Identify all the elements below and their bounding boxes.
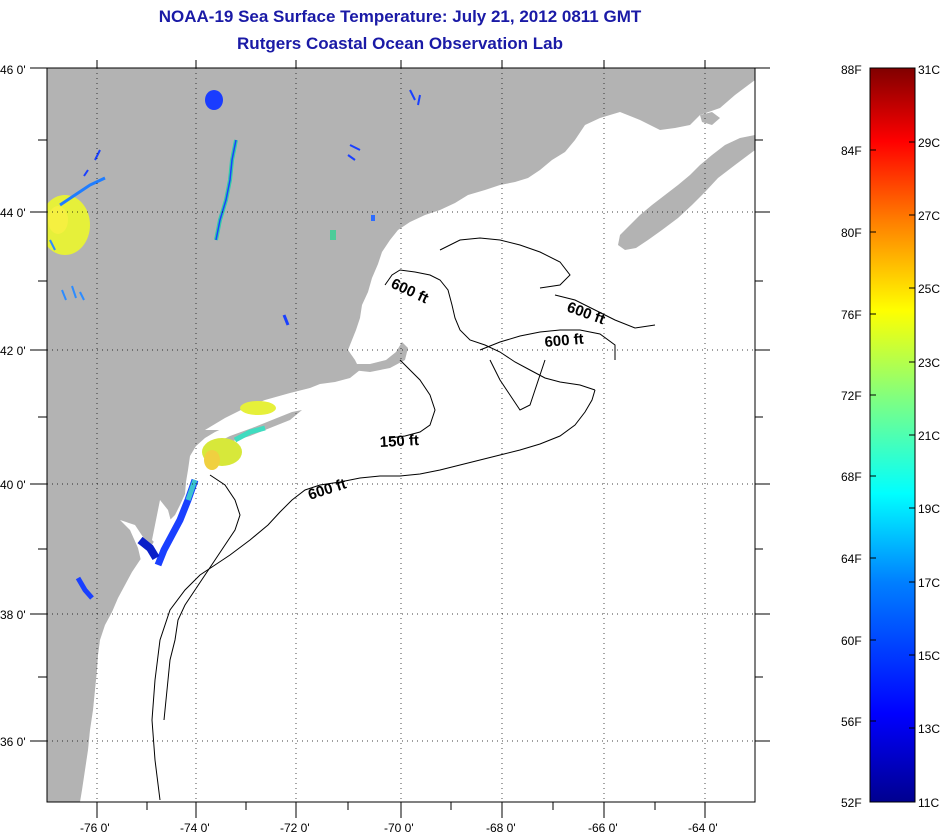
bathymetry-contours [151,237,656,801]
colorbar-c-label: 17C [918,576,940,590]
colorbar-f-label: 84F [841,144,862,158]
lon-label: -76 0' [80,821,110,835]
colorbar-c-label: 19C [918,502,940,516]
colorbar-c-label: 29C [918,136,940,150]
lat-label: 42 0' [0,344,26,358]
colorbar-f-label: 88F [841,63,862,77]
colorbar-c-label: 31C [918,63,940,77]
land-mainland [47,68,755,802]
chesapeake-bay [84,520,150,780]
colorbar-c-label: 15C [918,649,940,663]
colorbar-c-label: 25C [918,282,940,296]
lon-label: -74 0' [180,821,210,835]
colorbar-f-label: 60F [841,634,862,648]
map-title: NOAA-19 Sea Surface Temperature: July 21… [158,7,642,26]
colorbar-f-label: 72F [841,389,862,403]
colorbar-c-label: 23C [918,356,940,370]
land-nova-scotia [618,135,755,250]
colorbar-f-label: 56F [841,715,862,729]
colorbar-c-label: 27C [918,209,940,223]
lat-label: 46 0' [0,63,26,77]
colorbar [869,67,916,803]
colorbar-c-label: 21C [918,429,940,443]
colorbar-c-label: 11C [918,796,939,810]
colorbar-f-label: 68F [841,470,862,484]
graticule [47,68,755,802]
colorbar-f-label: 64F [841,552,862,566]
contour-label: 150 ft [379,432,419,451]
lat-label: 40 0' [0,478,26,492]
lon-label: -64 0' [688,821,718,835]
map-subtitle: Rutgers Coastal Ocean Observation Lab [237,34,563,53]
land-island-east [700,112,720,125]
tick-marks [30,60,770,818]
lat-label: 38 0' [0,608,26,622]
colorbar-c-label: 13C [918,722,940,736]
lat-label: 44 0' [0,206,26,220]
colorbar-f-label: 80F [841,226,862,240]
lon-label: -72 0' [280,821,310,835]
lon-label: -66 0' [588,821,618,835]
colorbar-f-label: 76F [841,308,862,322]
colorbar-ticks [870,141,915,729]
lon-label: -70 0' [384,821,414,835]
delaware-bay [152,500,172,548]
sst-data [47,89,421,600]
lon-label: -68 0' [486,821,516,835]
contour-label: 600 ft [544,331,585,351]
lat-label: 36 0' [0,735,26,749]
land-cape-cod [352,342,408,372]
colorbar-f-label: 52F [841,796,862,810]
